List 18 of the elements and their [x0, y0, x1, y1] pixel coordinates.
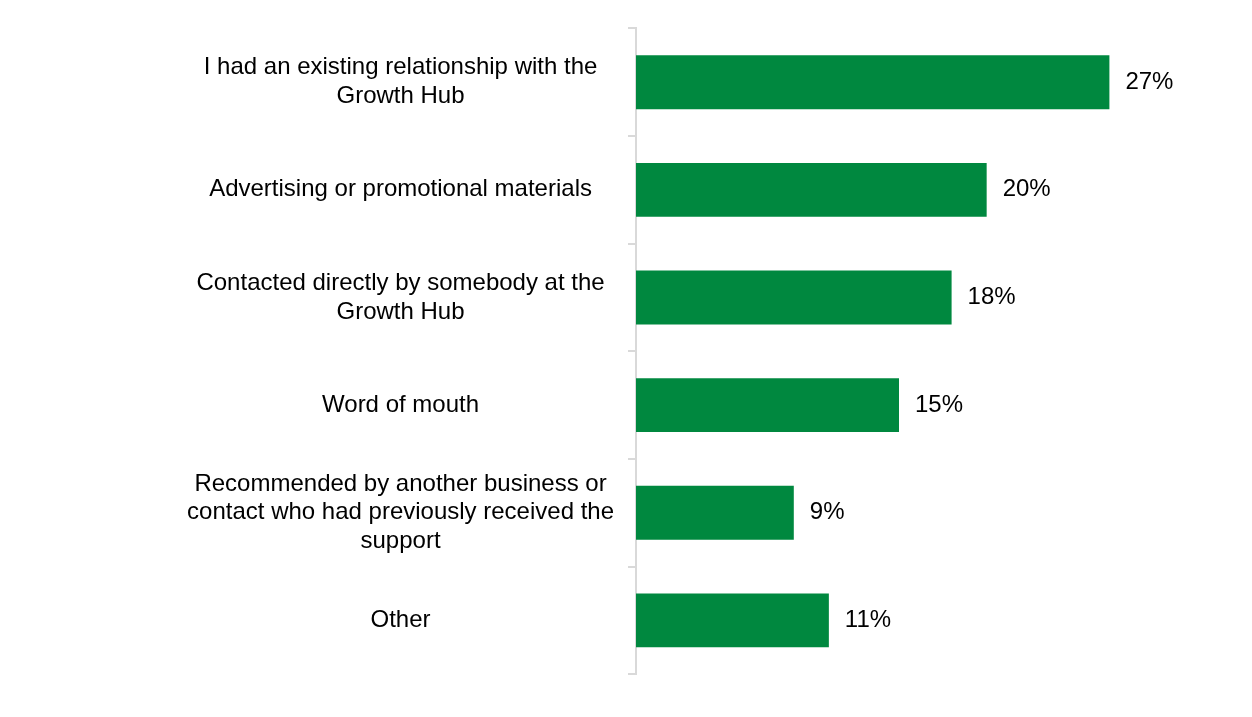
data-label: 15% — [915, 389, 964, 417]
y-tick-label: Recommended by another business or contact who had previously received the support — [187, 468, 614, 554]
y-tick-label: Contacted directly by somebody at the Growth Hub — [196, 267, 605, 324]
y-tick-label: Advertising or promotional materials — [209, 174, 592, 202]
data-label: 11% — [844, 605, 892, 633]
y-tick-label: Word of mouth — [322, 389, 480, 417]
data-label: 27% — [1125, 66, 1174, 94]
data-label: 18% — [967, 282, 1016, 310]
bar — [636, 378, 899, 433]
data-label: 20% — [1002, 174, 1051, 202]
bar — [636, 485, 794, 540]
data-label: 9% — [809, 497, 845, 525]
bar — [636, 55, 1110, 110]
bar — [636, 593, 829, 648]
y-tick-label: I had an existing relationship with the Growth Hub — [203, 52, 598, 109]
y-tick-label: Other — [370, 605, 431, 633]
bar — [636, 162, 987, 217]
bar — [636, 270, 952, 325]
